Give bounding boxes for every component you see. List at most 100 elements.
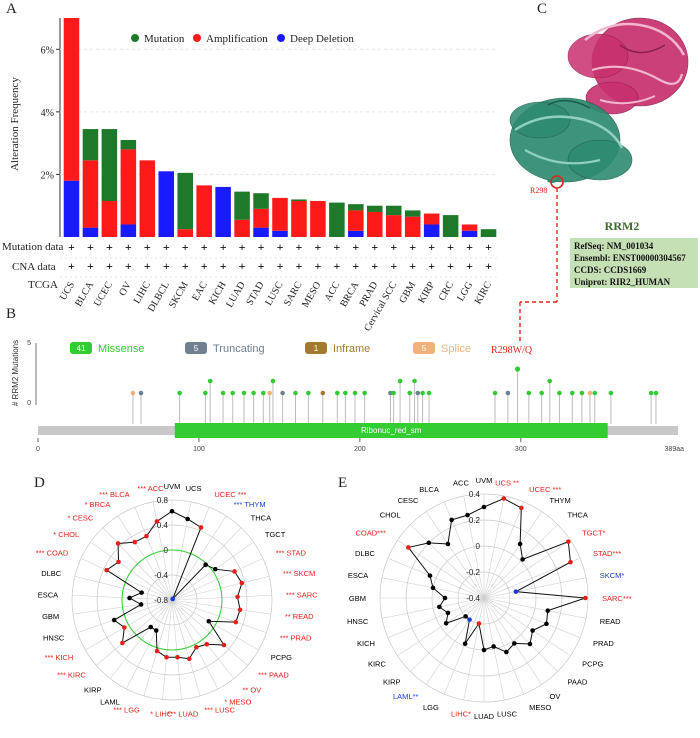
- bar-amplification: [385, 215, 402, 237]
- plus-cna: +: [485, 259, 492, 273]
- radar-point: [566, 539, 571, 544]
- legend-count-pill: [185, 342, 207, 354]
- radar-point: [239, 580, 245, 586]
- radar-tick-label: 0.2: [469, 516, 481, 525]
- plus-mutation: +: [371, 240, 378, 254]
- radar-category-label: ** OV: [242, 686, 261, 695]
- radar-category-label: DLBC: [355, 549, 376, 558]
- cancer-label: GBM: [397, 280, 418, 305]
- radar-point: [235, 594, 240, 600]
- lollipop-head-missense: [608, 390, 614, 396]
- radar-category-label: ESCA: [38, 591, 58, 600]
- radar-category-label: STAD***: [593, 549, 621, 558]
- radar-spoke: [483, 524, 558, 599]
- plus-mutation: +: [277, 240, 284, 254]
- plus-cna: +: [466, 259, 473, 273]
- radar-category-label: KIRC: [368, 660, 387, 669]
- lollipop-head-missense: [352, 390, 358, 396]
- radar-category-label: *** THYM: [234, 500, 266, 509]
- radar-point: [491, 644, 496, 649]
- lollipop-head-missense: [569, 390, 575, 396]
- radar-point: [186, 656, 192, 662]
- lollipop-head-truncating: [505, 390, 511, 396]
- plus-cna: +: [409, 259, 416, 273]
- panel-b-lollipops: R298W/Q: [130, 345, 659, 424]
- legend-count: 1: [314, 344, 319, 353]
- radar-category-label: *** STAD: [276, 549, 307, 558]
- lollipop-head-missense: [412, 378, 417, 384]
- cancer-label: UCS: [58, 280, 77, 302]
- lollipop-head-missense: [539, 390, 544, 396]
- plus-cna: +: [390, 259, 397, 273]
- bar-deep-deletion: [272, 230, 288, 237]
- bar-mutation: [348, 204, 364, 211]
- radar-category-label: *** PAAD: [258, 671, 289, 680]
- bar-amplification: [120, 149, 137, 225]
- lollipop-head-missense: [526, 390, 532, 396]
- legend-count: 5: [422, 344, 427, 353]
- bar-deep-deletion: [158, 171, 175, 237]
- radar-tick-label: 0: [476, 542, 481, 551]
- plus-cna: +: [333, 259, 340, 273]
- radar-point: [406, 545, 411, 550]
- plus-mutation: +: [239, 240, 246, 254]
- legend-count-pill: [70, 342, 92, 354]
- plus-cna: +: [296, 259, 303, 273]
- radar-category-label: PAAD: [567, 677, 587, 686]
- radar-spoke: [381, 597, 485, 619]
- plus-mutation: +: [144, 240, 151, 254]
- radar-category-label: UVM: [476, 476, 493, 485]
- radar-point: [445, 541, 451, 547]
- lollipop-head-splice: [130, 390, 136, 396]
- lollipop-head-missense: [547, 378, 553, 384]
- plus-cna: +: [201, 259, 208, 273]
- legend-type-label: Inframe: [333, 343, 370, 355]
- radar-spoke: [425, 511, 485, 599]
- radar-tick-label: -0.8: [154, 596, 168, 605]
- legend-deletion-label: Deep Deletion: [290, 33, 354, 45]
- radar-point: [544, 621, 549, 627]
- radar-point: [237, 607, 243, 613]
- radar-category-label: UCEC ***: [214, 490, 246, 499]
- plus-mutation: +: [333, 240, 340, 254]
- panel-e-radar: 0.4 0.2 0 -0.2 -0.4 UVM UCS ** UCEC *** THYM THCA…: [347, 476, 632, 721]
- bar-mutation: [404, 210, 421, 217]
- plus-cna: +: [163, 259, 170, 273]
- plus-cna: +: [258, 259, 265, 273]
- legend-type-label: Missense: [98, 343, 144, 355]
- bar-mutation: [177, 172, 193, 230]
- radar-category-label: BLCA: [419, 485, 439, 494]
- radar-point: [519, 505, 524, 511]
- radar-point: [194, 644, 199, 650]
- plus-cna: +: [371, 259, 378, 273]
- radar-category-label: GBM: [42, 612, 59, 621]
- radar-point: [120, 640, 125, 646]
- lollipop-head-missense: [653, 390, 659, 396]
- radar-spoke: [483, 511, 543, 599]
- bar-amplification: [234, 219, 250, 237]
- radar-category-label: LUAD: [474, 712, 495, 721]
- radar-spoke: [483, 597, 581, 639]
- radar-spoke: [410, 597, 485, 672]
- radar-point: [139, 590, 144, 595]
- lollipop-head-missense: [397, 378, 403, 384]
- radar-category-label: SARC***: [602, 594, 632, 603]
- plus-mutation: +: [220, 240, 227, 254]
- radar-category-label: ESCA: [348, 571, 368, 580]
- radar-point: [465, 512, 470, 518]
- radar-category-label: LIHC*: [451, 710, 471, 719]
- x-tick-label: 0: [36, 446, 40, 453]
- radar-category-label: KIRP: [84, 686, 102, 695]
- radar-point: [132, 539, 138, 545]
- radar-spoke: [483, 597, 505, 701]
- radar-category-label: DLBC: [41, 569, 62, 578]
- radar-spoke: [483, 597, 558, 672]
- y-tick-label: 4%: [41, 108, 54, 119]
- panel-d-radar: 0.8 0.4 0 -0.4 -0.8 UVM UCS UCEC ****** THYM THC…: [36, 482, 318, 718]
- radar-category-label: *** ACC: [137, 484, 164, 493]
- protein-structure-teal-subunit: [509, 97, 633, 184]
- panel-e-letter: E: [338, 475, 347, 491]
- lollipop-head-missense: [306, 390, 311, 396]
- lollipop-head-truncating: [280, 390, 285, 396]
- radar-point: [481, 504, 487, 510]
